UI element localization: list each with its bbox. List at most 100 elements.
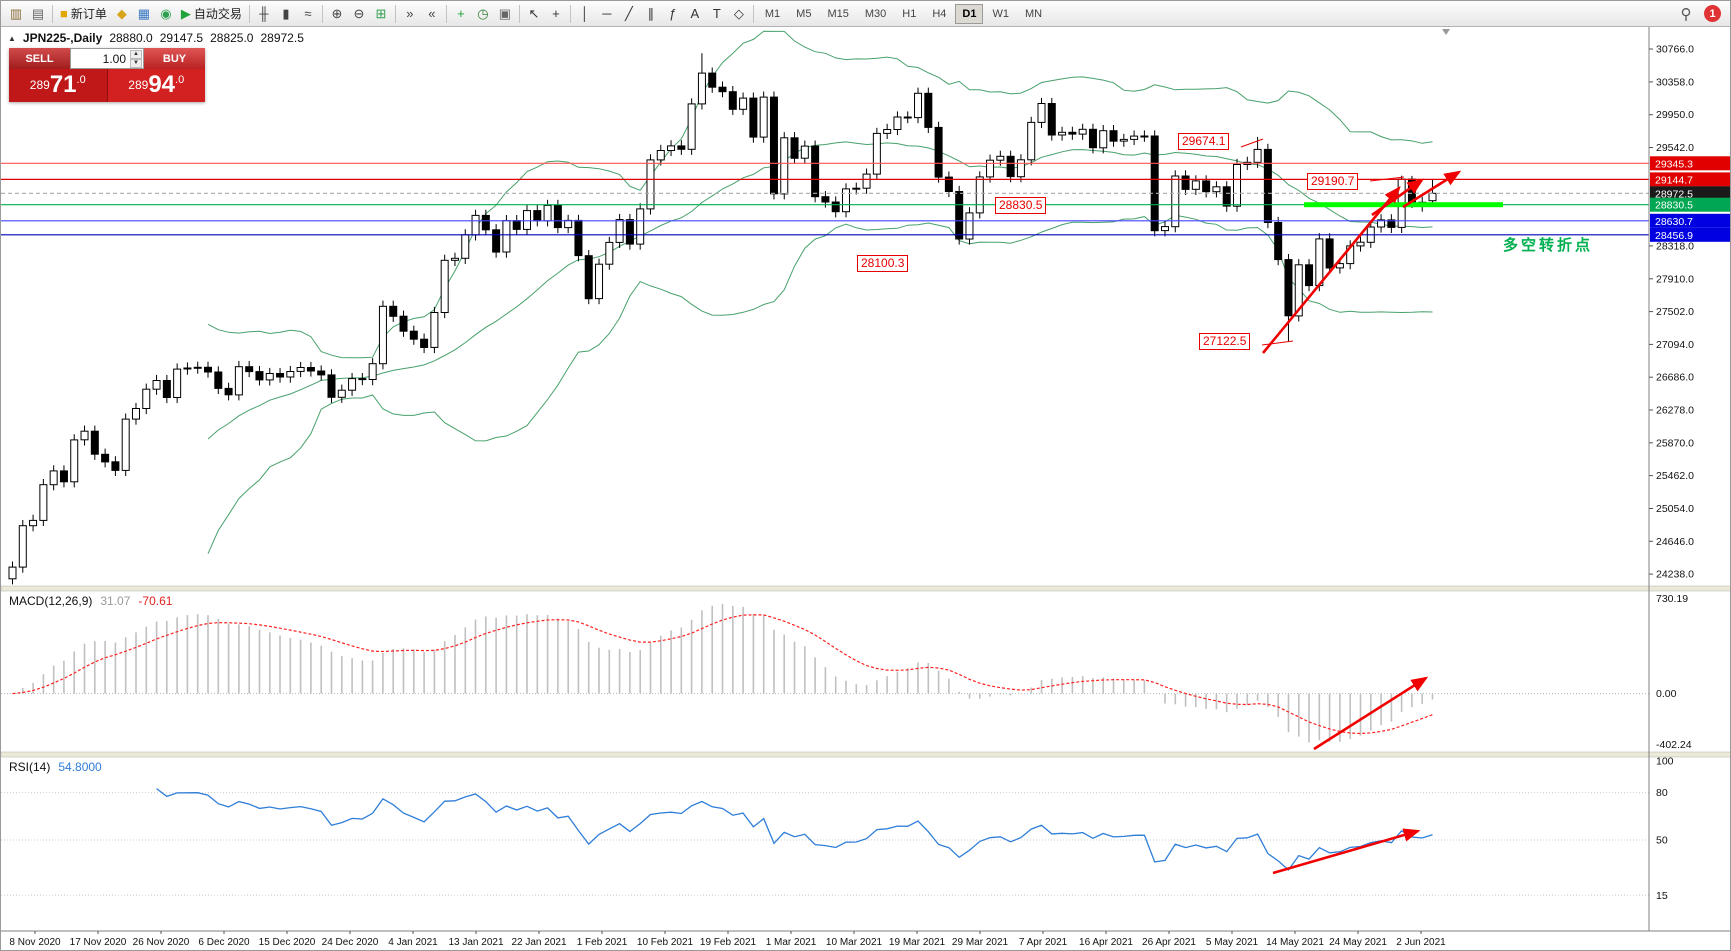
price-callout[interactable]: 28830.5: [995, 197, 1047, 214]
toolbar-separator: [518, 4, 520, 23]
trendline-icon: ╱: [624, 6, 633, 21]
trend-arrows[interactable]: [1240, 138, 1462, 875]
timeframe-h4-button[interactable]: H4: [932, 7, 947, 20]
svg-text:30766.0: 30766.0: [1656, 44, 1694, 56]
price-callout[interactable]: 28100.3: [857, 255, 909, 272]
timeframe-h1-button[interactable]: H1: [902, 7, 917, 20]
panel-splitter[interactable]: [1, 585, 1731, 592]
svg-text:28972.5: 28972.5: [1655, 188, 1693, 200]
svg-text:22 Jan 2021: 22 Jan 2021: [511, 937, 566, 948]
volume-input[interactable]: 1.00 ▲ ▼: [70, 48, 144, 69]
profiles-button[interactable]: ▤: [27, 3, 49, 25]
bar-chart-mode-button[interactable]: ╫: [253, 3, 275, 25]
volume-increase-button[interactable]: ▲: [130, 49, 142, 59]
macd-signal-value: -70.61: [138, 594, 173, 608]
label-button[interactable]: T: [706, 3, 728, 25]
candlestick-mode-icon: ▮: [282, 6, 290, 21]
search-icon[interactable]: ⚲: [1680, 5, 1692, 23]
bollinger-upper-band: [207, 30, 1433, 359]
buy-button[interactable]: BUY: [144, 48, 205, 69]
buy-price[interactable]: 289 94.0: [107, 69, 205, 102]
price-callout[interactable]: 29674.1: [1178, 133, 1230, 150]
time-axis[interactable]: 8 Nov 2020 17 Nov 2020 26 Nov 2020 6 Dec 20…: [9, 931, 1446, 948]
crosshair-button[interactable]: +: [545, 3, 567, 25]
new-order-button-label: 新订单: [70, 7, 107, 21]
toolbar-separator: [321, 4, 323, 23]
svg-text:28830.5: 28830.5: [1655, 200, 1693, 212]
support-band[interactable]: [1304, 202, 1503, 208]
channel-button[interactable]: ∥: [640, 3, 662, 25]
svg-text:50: 50: [1656, 835, 1668, 847]
timeframe-m1-button[interactable]: M1: [764, 7, 781, 20]
horizontal-line-button[interactable]: ─: [596, 3, 618, 25]
rsi-axis[interactable]: 100 80 50 15: [1656, 756, 1674, 902]
bollinger-middle-band: [207, 141, 1433, 440]
text-button[interactable]: A: [684, 3, 706, 25]
price-callout[interactable]: 27122.5: [1199, 333, 1251, 350]
collapse-trade-panel-toggle[interactable]: ▲: [8, 33, 16, 43]
templates-button[interactable]: ▣: [494, 3, 516, 25]
indicators-button[interactable]: +: [450, 3, 472, 25]
chart-shift-marker[interactable]: [1442, 29, 1450, 35]
zoom-out-button[interactable]: ⊖: [348, 3, 370, 25]
auto-trading-button-label: 自动交易: [193, 7, 242, 21]
fibonacci-button[interactable]: ƒ: [662, 3, 684, 25]
timeframe-d1-button[interactable]: D1: [955, 3, 984, 24]
toolbar-separator: [248, 4, 250, 23]
timeframe-m15-button[interactable]: M15: [827, 7, 849, 20]
symbol-period-label: JPN225-,Daily: [22, 31, 103, 45]
macd-axis[interactable]: 730.19 0.00 -402.24: [1656, 593, 1692, 751]
trend-arrow[interactable]: [1313, 676, 1429, 751]
svg-text:27502.0: 27502.0: [1656, 306, 1694, 318]
svg-text:28456.9: 28456.9: [1655, 230, 1693, 242]
panel-splitter[interactable]: [1, 751, 1731, 758]
shapes-button[interactable]: ◇: [728, 3, 750, 25]
sell-price[interactable]: 289 71.0: [9, 69, 108, 102]
trend-arrow[interactable]: [1272, 828, 1421, 875]
timeframe-mn-button[interactable]: MN: [1024, 7, 1043, 20]
vertical-line-button[interactable]: │: [574, 3, 596, 25]
vertical-line-icon: │: [580, 6, 589, 21]
tile-windows-button[interactable]: ⊞: [370, 3, 392, 25]
auto-scroll-button[interactable]: »: [399, 3, 421, 25]
data-window-button[interactable]: ▦: [133, 3, 155, 25]
svg-text:5 May 2021: 5 May 2021: [1206, 937, 1259, 948]
svg-text:29144.7: 29144.7: [1655, 174, 1693, 186]
line-chart-mode-button[interactable]: ≈: [297, 3, 319, 25]
chart-shift-button[interactable]: «: [421, 3, 443, 25]
zoom-out-icon: ⊖: [353, 6, 365, 21]
open-chart-button[interactable]: ▥: [5, 3, 27, 25]
timeframe-m5-button[interactable]: M5: [796, 7, 812, 20]
periods-button[interactable]: ◷: [472, 3, 494, 25]
timeframe-m30-button[interactable]: M30: [864, 7, 887, 20]
timeframe-w1-button[interactable]: W1: [992, 7, 1009, 20]
price-callout[interactable]: 29190.7: [1307, 173, 1359, 190]
indicators-icon: +: [457, 6, 465, 21]
macd-label: MACD(12,26,9) 31.07 -70.61: [9, 594, 172, 608]
trendline-button[interactable]: ╱: [618, 3, 640, 25]
community-button[interactable]: ◉: [155, 3, 177, 25]
trend-arrow[interactable]: [1371, 178, 1425, 217]
cursor-button[interactable]: ↖: [523, 3, 545, 25]
volume-decrease-button[interactable]: ▼: [130, 58, 142, 68]
trend-arrow[interactable]: [1402, 170, 1462, 209]
sell-button[interactable]: SELL: [9, 48, 70, 69]
price-axis[interactable]: 30766.0 30358.0 29950.0 29542.0 28318.0 27910…: [1649, 44, 1731, 581]
svg-text:28318.0: 28318.0: [1656, 240, 1694, 252]
zoom-in-button[interactable]: ⊕: [326, 3, 348, 25]
svg-text:27094.0: 27094.0: [1656, 339, 1694, 351]
svg-text:24 May 2021: 24 May 2021: [1329, 937, 1387, 948]
low-value: 28825.0: [210, 31, 254, 45]
notification-badge[interactable]: 1: [1704, 5, 1721, 22]
templates-icon: ▣: [498, 6, 512, 21]
auto-trading-button[interactable]: ▶ 自动交易: [177, 3, 246, 25]
profiles-icon: ▤: [31, 6, 45, 21]
candlestick-mode-button[interactable]: ▮: [275, 3, 297, 25]
metaeditor-button[interactable]: ◆: [111, 3, 133, 25]
new-order-button[interactable]: ■ 新订单: [56, 3, 111, 25]
trend-arrow[interactable]: [1261, 185, 1401, 354]
rsi-line: [156, 788, 1433, 871]
crosshair-icon: +: [552, 6, 560, 21]
toolbar-right-group: ⚲ 1: [1675, 3, 1726, 25]
